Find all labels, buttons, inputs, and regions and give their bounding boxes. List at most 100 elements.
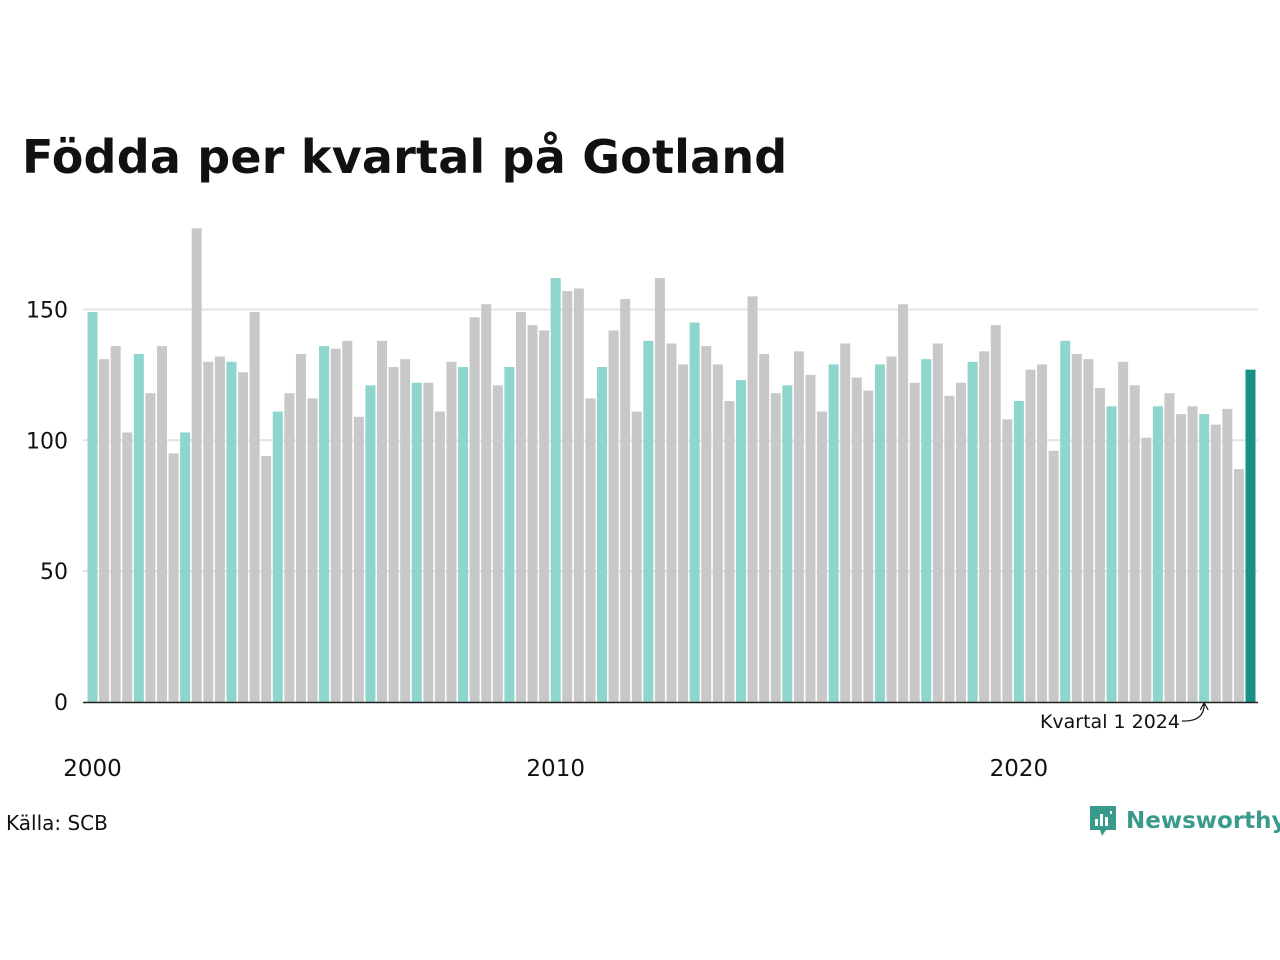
bar — [782, 385, 793, 702]
bar — [1222, 408, 1233, 702]
bar — [1048, 450, 1059, 702]
bar — [1176, 414, 1187, 702]
x-tick-label: 2020 — [990, 756, 1049, 782]
annotation-arrow — [1181, 703, 1205, 722]
bar — [458, 367, 469, 702]
bar — [400, 359, 411, 702]
bar — [446, 361, 457, 702]
bar — [249, 312, 260, 702]
bar — [840, 343, 851, 702]
bar — [1141, 437, 1152, 702]
bar — [330, 348, 341, 702]
bar — [1013, 401, 1024, 702]
bar — [365, 385, 376, 702]
bar — [573, 288, 584, 702]
newsworthy-logo: Newsworthy — [1088, 804, 1280, 838]
bar — [1233, 469, 1244, 702]
bar — [156, 346, 167, 702]
annotation-label: Kvartal 1 2024 — [1040, 711, 1180, 733]
bar — [133, 353, 144, 702]
bar — [1002, 419, 1013, 702]
bar — [110, 346, 121, 702]
bar — [87, 312, 98, 702]
bar — [423, 382, 434, 702]
bar — [620, 298, 631, 702]
bar — [377, 340, 387, 702]
bar — [1037, 364, 1048, 702]
bar — [770, 393, 781, 702]
y-tick-label: 150 — [26, 298, 68, 323]
bar — [956, 382, 966, 702]
bar — [990, 325, 1001, 702]
bar — [469, 317, 480, 702]
bar — [1094, 387, 1105, 702]
bar — [689, 322, 700, 702]
bar — [515, 312, 526, 702]
bar — [666, 343, 677, 702]
bar — [527, 325, 538, 702]
bar — [168, 453, 179, 702]
bar — [539, 330, 550, 702]
bar — [585, 398, 596, 702]
bar — [597, 367, 608, 702]
bar — [562, 291, 573, 702]
bar — [295, 353, 306, 702]
bar — [921, 359, 932, 702]
bar — [1118, 361, 1129, 702]
bar — [1083, 359, 1094, 702]
bar — [828, 364, 839, 702]
bar — [805, 374, 816, 703]
bar — [342, 340, 353, 702]
bar — [759, 353, 770, 702]
bar — [1187, 406, 1198, 702]
x-tick-label: 2010 — [526, 756, 585, 782]
bar — [817, 411, 828, 702]
bars — [87, 228, 1256, 703]
bar — [550, 278, 561, 702]
bar — [724, 401, 735, 702]
newsworthy-logo-text: Newsworthy — [1126, 808, 1280, 834]
newsworthy-logo-icon — [1090, 806, 1116, 836]
bar — [851, 377, 862, 702]
x-tick-label: 2000 — [63, 756, 122, 782]
bar — [1060, 340, 1071, 702]
source-label: Källa: SCB — [6, 811, 108, 835]
bar — [898, 304, 909, 702]
bar — [353, 416, 364, 702]
y-axis-ticks: 0 50 100 150 — [26, 298, 68, 716]
bar — [272, 411, 283, 702]
x-axis-ticks: 2000 2010 2020 — [63, 756, 1048, 782]
bar — [261, 456, 272, 702]
bar — [238, 372, 249, 702]
bar — [434, 411, 445, 702]
bar — [654, 278, 665, 702]
bar — [747, 296, 758, 702]
bar — [979, 351, 990, 702]
bar — [1152, 406, 1163, 702]
bar — [203, 361, 214, 702]
annotation-arrowhead — [1199, 701, 1209, 711]
bar — [388, 367, 399, 702]
bar — [1210, 424, 1221, 702]
bar — [1071, 353, 1082, 702]
bar — [863, 390, 874, 702]
bar — [735, 380, 746, 702]
bar — [191, 228, 202, 702]
bar — [492, 385, 503, 702]
bar — [226, 361, 237, 702]
bar — [481, 304, 492, 702]
bar — [701, 346, 712, 702]
bar — [608, 330, 619, 702]
y-tick-label: 0 — [54, 691, 68, 716]
bar — [643, 340, 654, 702]
bar — [319, 346, 330, 702]
bar — [122, 432, 133, 702]
bar — [1025, 369, 1036, 702]
bar — [909, 382, 920, 702]
bar — [886, 356, 897, 702]
bar — [411, 382, 422, 702]
bar — [180, 432, 191, 702]
bar — [967, 361, 978, 702]
bar — [99, 359, 110, 702]
bar — [1164, 393, 1175, 702]
